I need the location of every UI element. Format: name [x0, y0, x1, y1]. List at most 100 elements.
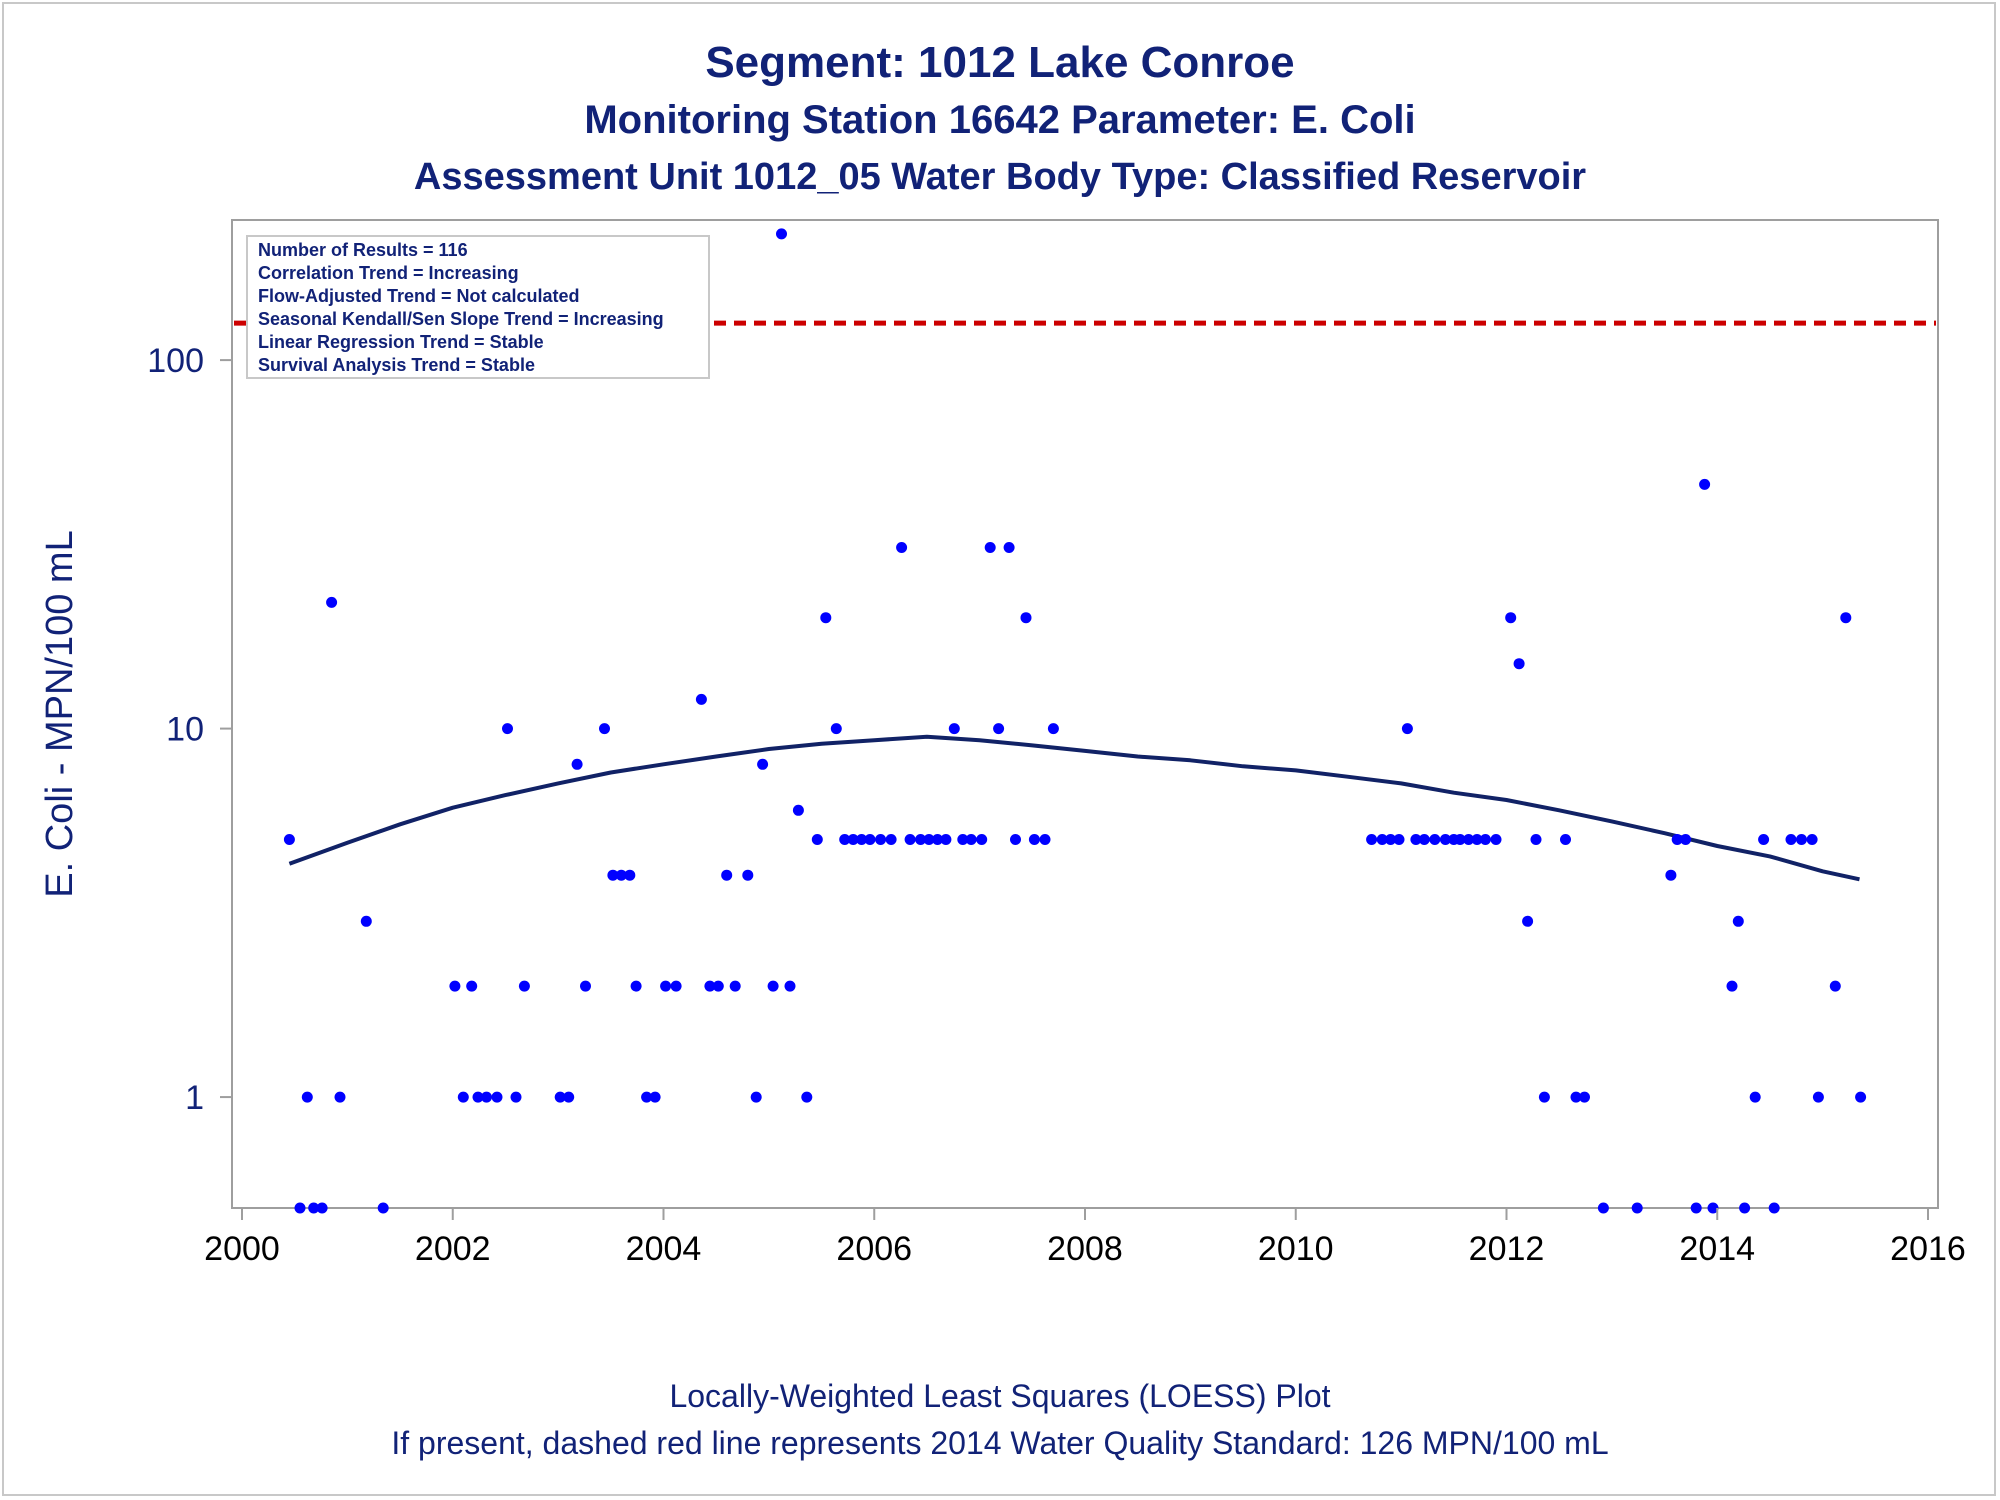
data-point	[948, 723, 960, 735]
data-point	[1522, 915, 1534, 927]
loess-curve	[288, 734, 1860, 882]
data-point	[1010, 834, 1021, 845]
data-point	[695, 693, 707, 705]
data-point	[1749, 1091, 1761, 1103]
data-point	[670, 980, 682, 992]
data-point	[1726, 980, 1738, 992]
data-point	[915, 834, 927, 845]
data-point	[1530, 834, 1542, 845]
data-point	[360, 915, 372, 927]
y-axis-label: E. Coli - MPN/100 mL	[39, 530, 81, 897]
x-tick-label: 2012	[1469, 1230, 1545, 1268]
data-point	[1003, 542, 1015, 553]
data-point	[1454, 834, 1466, 845]
data-point	[630, 980, 642, 992]
y-tick-label: 100	[147, 342, 204, 380]
data-point	[301, 1091, 313, 1103]
data-point	[784, 980, 796, 992]
chart-title: Segment: 1012 Lake Conroe	[705, 38, 1295, 87]
data-point	[932, 834, 943, 845]
inset-line-results: Number of Results = 116	[258, 240, 468, 260]
data-point	[1597, 1202, 1609, 1214]
data-point	[641, 1091, 653, 1103]
chart-subtitle-2: Assessment Unit 1012_05 Water Body Type:…	[413, 156, 1587, 198]
data-point	[1479, 834, 1491, 845]
x-tick-label: 2004	[626, 1230, 702, 1268]
data-point	[1699, 478, 1711, 490]
data-point	[466, 980, 478, 992]
data-point	[811, 834, 823, 845]
data-point	[1768, 1202, 1780, 1214]
data-point	[491, 1091, 503, 1103]
data-point	[750, 1091, 762, 1103]
x-tick-label: 2006	[836, 1230, 912, 1268]
data-point	[1631, 1202, 1643, 1214]
data-point	[957, 834, 969, 845]
data-point	[712, 980, 724, 992]
footnote-standard: If present, dashed red line represents 2…	[391, 1425, 1609, 1461]
footnote-loess: Locally-Weighted Least Squares (LOESS) P…	[669, 1378, 1331, 1414]
data-point	[1739, 1202, 1751, 1214]
data-point	[1840, 612, 1852, 624]
data-point	[1020, 612, 1032, 624]
data-point	[1471, 834, 1483, 845]
data-point	[904, 834, 916, 845]
data-point	[649, 1091, 661, 1103]
data-point	[1560, 834, 1571, 845]
data-point	[554, 1091, 566, 1103]
x-tick-label: 2010	[1258, 1230, 1334, 1268]
x-tick-label: 2002	[415, 1230, 491, 1268]
data-point	[481, 1091, 492, 1103]
data-point	[820, 612, 832, 624]
data-point	[847, 834, 859, 845]
data-point	[864, 834, 876, 845]
data-point	[580, 980, 591, 992]
data-point	[502, 723, 513, 735]
inset-line-kendall: Seasonal Kendall/Sen Slope Trend = Incre…	[258, 309, 664, 329]
data-point	[896, 542, 908, 553]
data-point	[1439, 834, 1451, 845]
data-point	[830, 723, 842, 735]
data-point	[1039, 834, 1051, 845]
data-point	[721, 869, 733, 881]
data-point	[599, 723, 610, 735]
data-point	[1570, 1091, 1582, 1103]
data-point	[885, 834, 897, 845]
inset-line-correlation: Correlation Trend = Increasing	[258, 263, 519, 283]
data-point	[1829, 980, 1841, 992]
data-point	[607, 869, 619, 881]
data-point	[1538, 1091, 1550, 1103]
data-point	[1579, 1091, 1590, 1103]
data-point	[1732, 915, 1744, 927]
data-point	[563, 1091, 575, 1103]
data-point	[767, 980, 779, 992]
data-point	[856, 834, 868, 845]
data-point	[457, 1091, 469, 1103]
data-point	[1366, 834, 1378, 845]
x-tick-label: 2014	[1679, 1230, 1755, 1268]
data-point	[660, 980, 672, 992]
inset-line-regression: Linear Regression Trend = Stable	[258, 332, 544, 352]
data-point	[1028, 834, 1040, 845]
inset-line-flow: Flow-Adjusted Trend = Not calculated	[258, 286, 580, 306]
data-point	[294, 1202, 306, 1214]
data-point	[757, 758, 769, 770]
data-point	[1671, 834, 1683, 845]
data-point	[449, 980, 461, 992]
data-point	[1047, 723, 1059, 735]
data-point	[326, 596, 338, 608]
data-point	[729, 980, 741, 992]
data-point	[940, 834, 952, 845]
data-point	[1758, 834, 1770, 845]
data-point	[1385, 834, 1397, 845]
data-point	[792, 804, 804, 816]
data-point	[1855, 1091, 1867, 1103]
data-point	[704, 980, 716, 992]
chart-subtitle: Monitoring Station 16642 Parameter: E. C…	[584, 98, 1416, 142]
data-point	[1680, 834, 1692, 845]
data-point	[1376, 834, 1388, 845]
data-point	[1490, 834, 1502, 845]
data-point	[1707, 1202, 1719, 1214]
data-point	[615, 869, 627, 881]
